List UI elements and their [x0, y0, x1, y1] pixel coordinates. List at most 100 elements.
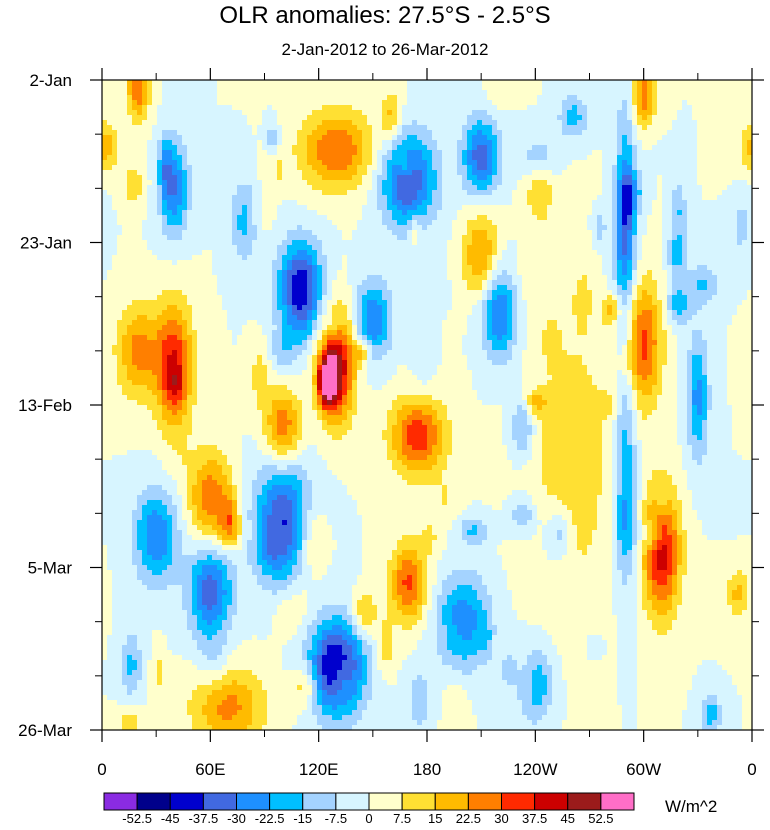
heatmap-cell — [572, 235, 578, 241]
heatmap-cell — [452, 195, 458, 201]
heatmap-cell — [707, 225, 713, 231]
heatmap-cell — [377, 130, 383, 136]
heatmap-cell — [427, 190, 433, 196]
heatmap-cell — [397, 160, 403, 166]
heatmap-cell — [317, 215, 323, 221]
heatmap-cell — [742, 250, 748, 256]
heatmap-cell — [407, 130, 413, 136]
heatmap-cell — [342, 140, 348, 146]
heatmap-cell — [442, 105, 448, 111]
heatmap-cell — [672, 260, 678, 266]
heatmap-cell — [227, 240, 233, 246]
heatmap-cell — [457, 230, 463, 236]
heatmap-cell — [157, 245, 163, 251]
heatmap-cell — [357, 225, 363, 231]
heatmap-cell — [252, 205, 258, 211]
heatmap-cell — [642, 215, 648, 221]
heatmap-cell — [502, 100, 508, 106]
heatmap-cell — [197, 80, 203, 86]
heatmap-cell — [512, 230, 518, 236]
heatmap-cell — [122, 210, 128, 216]
heatmap-cell — [577, 185, 583, 191]
heatmap-cell — [147, 160, 153, 166]
heatmap-cell — [742, 240, 748, 246]
heatmap-cell — [457, 260, 463, 266]
heatmap-cell — [727, 240, 733, 246]
heatmap-cell — [127, 180, 133, 186]
heatmap-cell — [687, 230, 693, 236]
heatmap-cell — [372, 230, 378, 236]
heatmap-cell — [532, 220, 538, 226]
heatmap-cell — [382, 150, 388, 156]
heatmap-cell — [727, 95, 733, 101]
heatmap-cell — [682, 85, 688, 91]
heatmap-cell — [672, 80, 678, 86]
heatmap-cell — [372, 100, 378, 106]
heatmap-cell — [572, 205, 578, 211]
heatmap-cell — [262, 235, 268, 241]
heatmap-cell — [252, 180, 258, 186]
heatmap-cell — [677, 240, 683, 246]
heatmap-cell — [642, 185, 648, 191]
heatmap-cell — [482, 195, 488, 201]
heatmap-cell — [617, 105, 623, 111]
heatmap-cell — [177, 190, 183, 196]
heatmap-cell — [647, 85, 653, 91]
heatmap-cell — [697, 165, 703, 171]
heatmap-cell — [357, 130, 363, 136]
heatmap-cell — [167, 90, 173, 96]
heatmap-cell — [657, 245, 663, 251]
heatmap-cell — [132, 260, 138, 266]
heatmap-cell — [637, 265, 643, 271]
heatmap-cell — [272, 160, 278, 166]
heatmap-cell — [312, 195, 318, 201]
heatmap-cell — [612, 150, 618, 156]
heatmap-cell — [132, 240, 138, 246]
heatmap-cell — [417, 115, 423, 121]
heatmap-cell — [197, 245, 203, 251]
heatmap-cell — [532, 235, 538, 241]
heatmap-cell — [547, 235, 553, 241]
heatmap-cell — [137, 115, 143, 121]
heatmap-cell — [332, 230, 338, 236]
heatmap-cell — [427, 225, 433, 231]
heatmap-cell — [282, 255, 288, 261]
heatmap-cell — [297, 255, 303, 261]
heatmap-cell — [282, 245, 288, 251]
heatmap-cell — [652, 165, 658, 171]
heatmap-cell — [217, 140, 223, 146]
heatmap-cell — [182, 190, 188, 196]
heatmap-cell — [432, 170, 438, 176]
heatmap-cell — [307, 225, 313, 231]
heatmap-cell — [532, 250, 538, 256]
heatmap-cell — [457, 175, 463, 181]
heatmap-cell — [747, 80, 752, 86]
heatmap-cell — [237, 220, 243, 226]
heatmap-cell — [372, 235, 378, 241]
heatmap-cell — [267, 270, 273, 276]
heatmap-cell — [322, 215, 328, 221]
heatmap-cell — [452, 165, 458, 171]
heatmap-cell — [737, 160, 743, 166]
heatmap-cell — [702, 130, 708, 136]
heatmap-cell — [627, 135, 633, 141]
heatmap-cell — [157, 120, 163, 126]
heatmap-cell — [522, 165, 528, 171]
heatmap-cell — [702, 245, 708, 251]
heatmap-cell — [447, 165, 453, 171]
heatmap-cell — [322, 135, 328, 141]
heatmap-cell — [687, 250, 693, 256]
heatmap-cell — [117, 265, 123, 271]
heatmap-cell — [657, 260, 663, 266]
heatmap-cell — [227, 105, 233, 111]
heatmap-cell — [117, 195, 123, 201]
heatmap-cell — [322, 160, 328, 166]
heatmap-cell — [182, 170, 188, 176]
heatmap-cell — [737, 210, 743, 216]
heatmap-cell — [127, 255, 133, 261]
heatmap-cell — [727, 90, 733, 96]
heatmap-cell — [272, 125, 278, 131]
heatmap-cell — [352, 130, 358, 136]
heatmap-cell — [342, 250, 348, 256]
heatmap-cell — [277, 195, 283, 201]
